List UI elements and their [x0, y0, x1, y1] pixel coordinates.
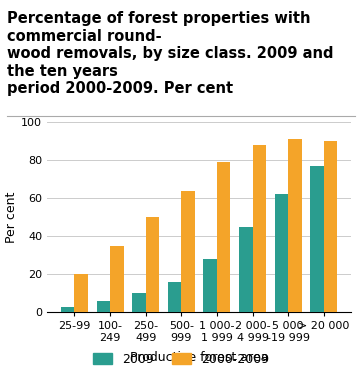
Bar — [310, 166, 324, 312]
Bar — [75, 274, 88, 312]
Bar — [275, 194, 288, 312]
Bar — [288, 139, 302, 312]
Bar — [217, 162, 231, 312]
Bar — [253, 145, 266, 312]
Bar — [168, 282, 181, 312]
Bar — [146, 217, 159, 312]
Bar — [110, 246, 123, 312]
Bar — [61, 307, 75, 312]
Text: Percentage of forest properties with commercial round-
wood removals, by size cl: Percentage of forest properties with com… — [7, 11, 334, 96]
Bar — [97, 301, 110, 312]
Bar — [203, 259, 217, 312]
Bar — [132, 293, 146, 312]
Bar — [324, 141, 337, 312]
Bar — [181, 190, 195, 312]
Legend: 2009, 2000-2009: 2009, 2000-2009 — [88, 348, 274, 371]
X-axis label: Productive forest area: Productive forest area — [130, 351, 268, 364]
Y-axis label: Per cent: Per cent — [5, 192, 18, 243]
Bar — [239, 227, 253, 312]
